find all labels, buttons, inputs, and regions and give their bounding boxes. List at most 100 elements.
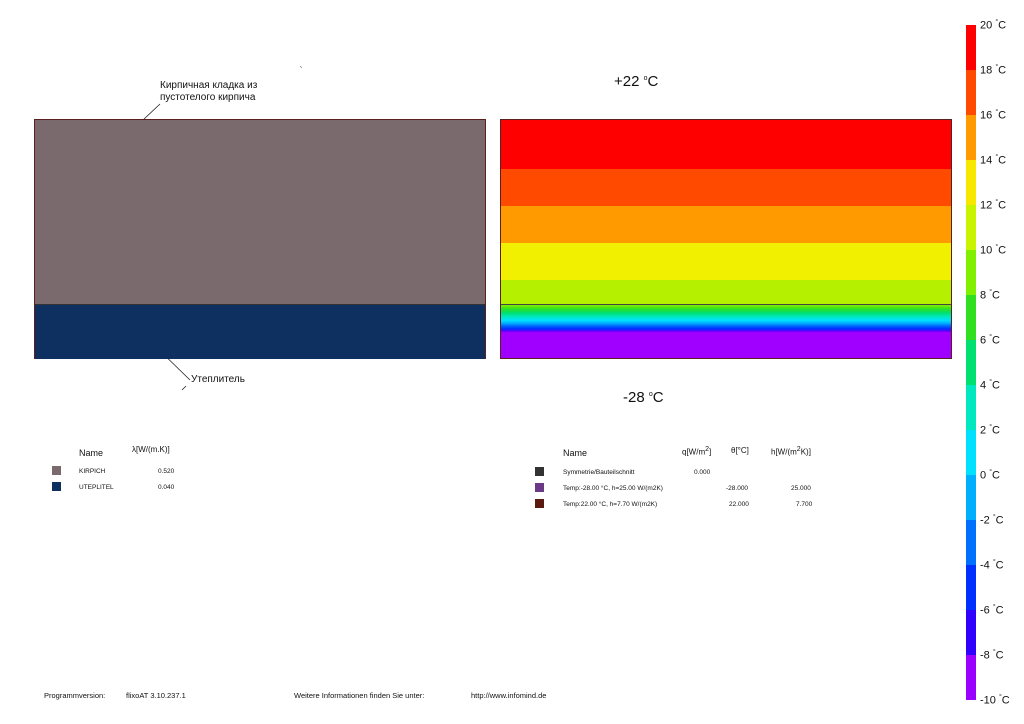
scale-label-6-value: 6: [980, 334, 987, 347]
scale-label-0-degree: °: [989, 469, 992, 476]
scale-label-minus10-value: -10: [980, 694, 996, 707]
insulation-annotation: Утеплитель: [191, 374, 245, 385]
scale-label-minus4-degree: °: [992, 559, 996, 566]
scale-label-minus6-value: -6: [980, 604, 990, 617]
thermal-band-3: [501, 206, 951, 243]
boundary-header-name: Name: [563, 448, 588, 458]
brick-layer: [35, 120, 485, 304]
scale-label-minus4-value: -4: [980, 559, 990, 572]
boundary-header-h-end: K)]: [800, 447, 811, 457]
scale-label-8-degree: °: [989, 289, 992, 296]
boundary-swatch-symmetry: [535, 467, 544, 476]
scale-label-minus8-unit: C: [995, 649, 1004, 662]
material-swatch-kirpich: [52, 466, 61, 475]
material-lambda-uteplitel: 0.040: [158, 484, 175, 491]
scale-label-minus6-degree: °: [992, 604, 996, 611]
scale-label-18-value: 18: [980, 64, 993, 77]
scale-seg-2: [966, 70, 976, 115]
scale-label-12-unit: C: [998, 199, 1007, 212]
thermal-band-5: [501, 280, 951, 304]
scale-label-6-unit: C: [992, 334, 1000, 347]
stray-mark: [299, 65, 303, 69]
thermal-band-4: [501, 243, 951, 280]
scale-seg-11: [966, 475, 976, 520]
thermal-band-2: [501, 169, 951, 206]
brick-annotation: Кирпичная кладка из пустотелого кирпича: [160, 80, 257, 104]
wall-section: [34, 119, 486, 359]
scale-label-12-value: 12: [980, 199, 993, 212]
scale-label-8-value: 8: [980, 289, 987, 302]
scale-label-2: 2 °C: [980, 424, 1000, 437]
scale-seg-7: [966, 295, 976, 340]
footer-info-url[interactable]: http://www.infomind.de: [471, 691, 547, 700]
scale-label-minus10-degree: °: [998, 694, 1002, 701]
scale-label-6-degree: °: [989, 334, 992, 341]
boundary-header-h: h[W/(m2K)]: [771, 446, 811, 457]
scale-label-minus10-unit: C: [1001, 694, 1010, 707]
scale-label-8: 8 °C: [980, 289, 1000, 302]
scale-label-minus2-unit: C: [995, 514, 1004, 527]
material-name-kirpich: KIRPICH: [79, 468, 106, 475]
thermal-band-cold: [501, 332, 951, 358]
scale-label-minus10: -10 °C: [980, 694, 1010, 707]
scale-label-minus8-value: -8: [980, 649, 990, 662]
scale-label-14-degree: °: [995, 154, 999, 161]
scale-seg-10: [966, 430, 976, 475]
scale-label-minus2-degree: °: [992, 514, 996, 521]
boundary-name-outside: Temp:-28.00 °C, h=25.00 W/(m2K): [563, 485, 663, 492]
scale-label-14-value: 14: [980, 154, 993, 167]
scale-label-minus8-degree: °: [992, 649, 996, 656]
outside-temperature-value: -28: [623, 389, 645, 406]
boundary-q-symmetry: 0.000: [694, 469, 711, 476]
scale-seg-13: [966, 565, 976, 610]
thermal-band-1: [501, 120, 951, 169]
scale-label-10: 10 °C: [980, 244, 1006, 257]
boundary-h-outside: 25.000: [791, 485, 811, 492]
scale-label-minus6-unit: C: [995, 604, 1004, 617]
outside-temperature-unit: C: [652, 389, 664, 406]
scale-label-4-unit: C: [992, 379, 1000, 392]
thermal-gradient: [501, 304, 951, 333]
scale-label-2-value: 2: [980, 424, 987, 437]
scale-label-18-unit: C: [998, 64, 1007, 77]
scale-seg-14: [966, 610, 976, 655]
scale-label-minus6: -6 °C: [980, 604, 1004, 617]
boundary-header-q-sup: 2: [705, 446, 710, 453]
scale-seg-15: [966, 655, 976, 700]
color-scale-bar: [966, 25, 976, 700]
scale-seg-4: [966, 160, 976, 205]
boundary-theta-inside: 22.000: [729, 501, 749, 508]
scale-seg-6: [966, 250, 976, 295]
scale-label-10-unit: C: [998, 244, 1007, 257]
boundary-h-inside: 7.700: [796, 501, 813, 508]
scale-seg-3: [966, 115, 976, 160]
scale-label-0-unit: C: [992, 469, 1000, 482]
scale-label-16-degree: °: [995, 109, 999, 116]
brick-annotation-line2: пустотелого кирпича: [160, 92, 256, 103]
footer-program-label: Programmversion:: [44, 691, 106, 700]
brick-annotation-line1: Кирпичная кладка из: [160, 80, 258, 91]
scale-label-20-value: 20: [980, 19, 993, 32]
scale-label-12: 12 °C: [980, 199, 1006, 212]
footer-info-label: Weitere Informationen finden Sie unter:: [294, 691, 425, 700]
scale-label-0-value: 0: [980, 469, 987, 482]
inside-temperature-unit: C: [647, 73, 659, 90]
scale-label-20-unit: C: [998, 19, 1007, 32]
boundary-header-h-sup: 2: [796, 446, 801, 453]
scale-label-4-degree: °: [989, 379, 992, 386]
insulation-leader-tail: [181, 385, 187, 391]
material-swatch-uteplitel: [52, 482, 61, 491]
boundary-theta-outside: -28.000: [726, 485, 749, 492]
scale-label-2-unit: C: [992, 424, 1000, 437]
scale-label-16-value: 16: [980, 109, 993, 122]
scale-label-8-unit: C: [992, 289, 1000, 302]
scale-label-minus4-unit: C: [995, 559, 1004, 572]
material-lambda-kirpich: 0.520: [158, 468, 175, 475]
boundary-header-q: q[W/m2]: [682, 446, 711, 457]
thermal-field: [500, 119, 952, 359]
inside-temperature: +22 oC: [614, 73, 658, 90]
boundary-header-q-text: q[W/m: [682, 447, 706, 457]
scale-label-14-unit: C: [998, 154, 1007, 167]
boundary-header-theta: θ[°C]: [731, 446, 749, 455]
